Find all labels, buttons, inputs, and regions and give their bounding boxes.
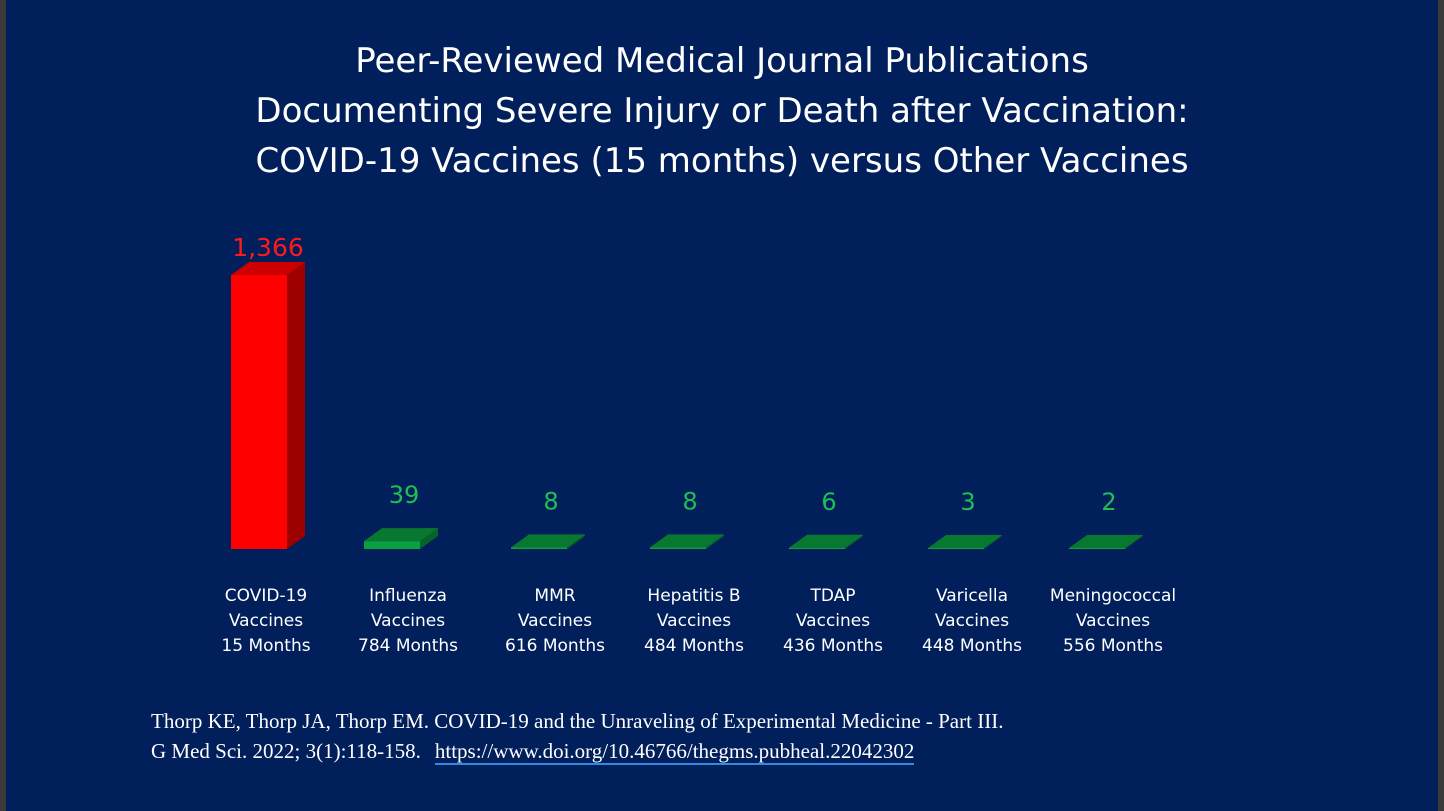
category-label-1-line-0: Influenza: [369, 586, 447, 606]
category-label-4: TDAP Vaccines 436 Months: [758, 584, 908, 659]
citation-journal: G Med Sci. 2022; 3(1):118-158.: [151, 739, 421, 763]
category-label-2-line-2: 616 Months: [505, 636, 605, 656]
value-label-4: 6: [821, 488, 836, 516]
bar-side-6: [1125, 535, 1143, 549]
bar-side-5: [984, 535, 1002, 549]
citation: Thorp KE, Thorp JA, Thorp EM. COVID-19 a…: [151, 706, 1003, 766]
category-label-5-line-0: Varicella: [935, 586, 1009, 606]
bar-top-4: [789, 534, 863, 548]
bar-side-2: [567, 534, 585, 549]
bar-chart: 1,366 39 8 8 6 3 2: [231, 233, 1143, 549]
category-label-5-line-1: Vaccines: [934, 611, 1010, 631]
category-label-0-line-1: Vaccines: [228, 611, 304, 631]
bar-4: [789, 547, 845, 549]
value-label-6: 2: [1101, 488, 1116, 516]
category-label-2-line-0: MMR: [534, 586, 576, 606]
category-label-5-line-2: 448 Months: [922, 636, 1022, 656]
category-label-3-line-2: 484 Months: [644, 636, 744, 656]
bar-side-0: [287, 262, 305, 549]
category-label-4-line-2: 436 Months: [783, 636, 883, 656]
bar-top-5: [928, 535, 1002, 548]
value-label-0: 1,366: [232, 233, 304, 262]
category-label-1-line-2: 784 Months: [358, 636, 458, 656]
category-label-1-line-1: Vaccines: [370, 611, 446, 631]
bar-2: [511, 547, 567, 549]
category-label-6-line-2: 556 Months: [1063, 636, 1163, 656]
category-label-3: Hepatitis B Vaccines 484 Months: [619, 584, 769, 659]
category-label-3-line-0: Hepatitis B: [647, 586, 741, 606]
category-label-4-line-0: TDAP: [810, 586, 856, 606]
value-label-2: 8: [543, 487, 558, 515]
title-line-2: Documenting Severe Injury or Death after…: [255, 91, 1189, 131]
category-label-5: Varicella Vaccines 448 Months: [897, 584, 1047, 659]
bar-6: [1069, 548, 1125, 549]
citation-line-1: Thorp KE, Thorp JA, Thorp EM. COVID-19 a…: [151, 709, 1004, 733]
category-label-0-line-2: 15 Months: [221, 636, 311, 656]
value-label-5: 3: [960, 488, 975, 516]
category-label-2: MMR Vaccines 616 Months: [480, 584, 630, 659]
bar-5: [928, 548, 984, 549]
slide: Peer-Reviewed Medical Journal Publicatio…: [6, 0, 1438, 811]
category-label-0: COVID-19 Vaccines 15 Months: [191, 584, 341, 659]
bar-top-1: [364, 528, 438, 542]
bar-3: [650, 547, 706, 549]
citation-line-2: G Med Sci. 2022; 3(1):118-158. https://ww…: [151, 736, 1003, 766]
category-label-3-line-1: Vaccines: [656, 611, 732, 631]
category-label-0-line-0: COVID-19: [224, 586, 308, 606]
title-line-1: Peer-Reviewed Medical Journal Publicatio…: [355, 41, 1089, 81]
bar-1: [364, 541, 420, 549]
bar-side-4: [845, 534, 863, 549]
bar-top-3: [650, 534, 724, 548]
value-label-3: 8: [682, 487, 697, 515]
bar-side-1: [420, 528, 438, 549]
doi-link[interactable]: https://www.doi.org/10.46766/thegms.pubh…: [434, 739, 915, 765]
bar-top-6: [1069, 535, 1143, 548]
chart-title: Peer-Reviewed Medical Journal Publicatio…: [6, 36, 1438, 186]
title-line-3: COVID-19 Vaccines (15 months) versus Oth…: [255, 141, 1189, 181]
bar-top-2: [511, 534, 585, 548]
category-label-6: Meningococcal Vaccines 556 Months: [1038, 584, 1188, 659]
bar-0: [231, 275, 287, 549]
category-label-1: Influenza Vaccines 784 Months: [333, 584, 483, 659]
category-label-6-line-1: Vaccines: [1075, 611, 1151, 631]
category-label-4-line-1: Vaccines: [795, 611, 871, 631]
value-label-1: 39: [389, 481, 420, 509]
bar-side-3: [706, 534, 724, 549]
category-label-6-line-0: Meningococcal: [1049, 586, 1177, 606]
category-label-2-line-1: Vaccines: [517, 611, 593, 631]
bar-top-0: [231, 262, 305, 275]
